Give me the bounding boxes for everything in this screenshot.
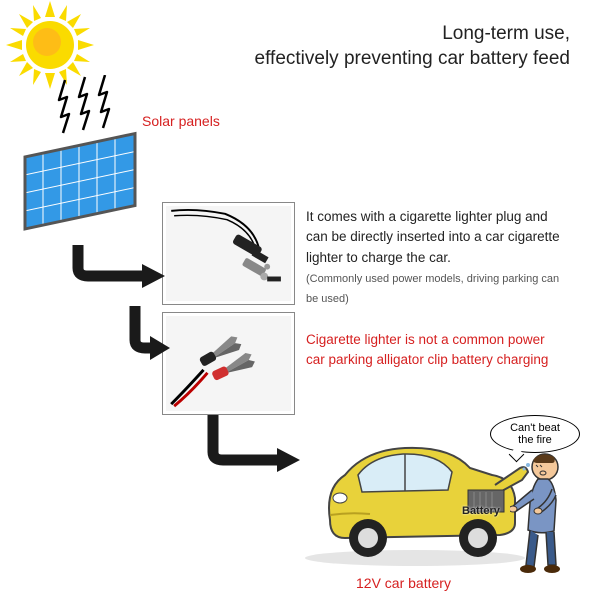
arrow-icon xyxy=(115,298,170,368)
panel-alligator-clips xyxy=(162,312,295,415)
cigarette-lighter-icon xyxy=(166,206,291,301)
title: Long-term use, effectively preventing ca… xyxy=(255,22,570,71)
person-icon xyxy=(510,445,595,580)
desc-cigarette-lighter: It comes with a cigarette lighter plug a… xyxy=(306,207,596,308)
panel-inner xyxy=(166,206,291,301)
desc-alligator-clips: Cigarette lighter is not a common power … xyxy=(306,330,596,371)
speech-bubble: Can't beat the fire xyxy=(490,415,580,453)
title-line1: Long-term use, xyxy=(442,23,570,44)
battery-label: Battery xyxy=(462,505,500,517)
panel-inner xyxy=(166,316,291,411)
arrow-icon xyxy=(60,240,170,290)
solar-panels-label: Solar panels xyxy=(142,113,220,129)
title-line2: effectively preventing car battery feed xyxy=(255,48,570,69)
alligator-clips-icon xyxy=(166,316,291,411)
solar-panel xyxy=(20,130,150,250)
car-battery-label: 12V car battery xyxy=(356,575,451,591)
panel-cigarette-lighter xyxy=(162,202,295,305)
arrow-icon xyxy=(195,410,305,480)
